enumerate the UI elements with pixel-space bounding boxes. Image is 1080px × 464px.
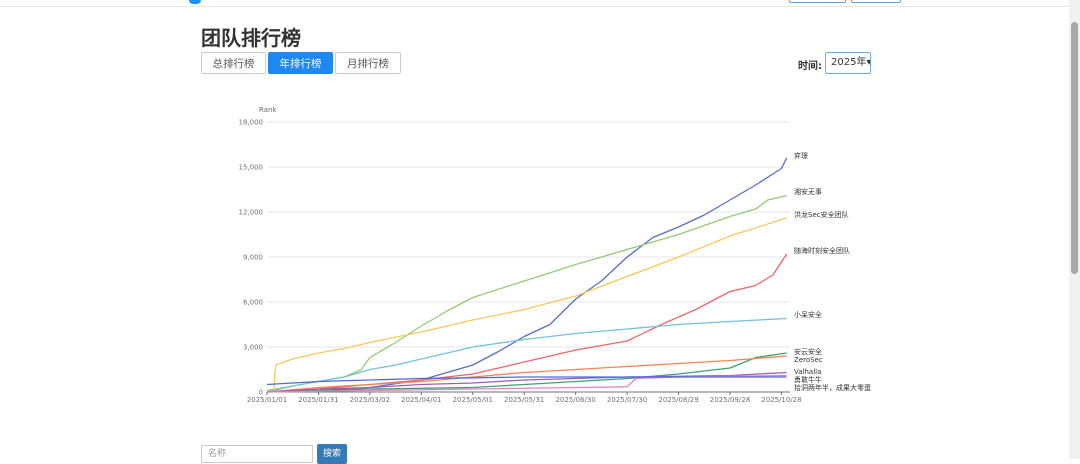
series-line — [266, 194, 787, 392]
series-end-label: ZeroSec — [794, 356, 823, 364]
y-tick-label: 0 — [259, 389, 263, 397]
series-line — [266, 217, 787, 393]
y-tick-label: 18,000 — [239, 119, 264, 127]
x-tick-label: 2025/10/28 — [761, 396, 801, 404]
series-end-label: 安云安全 — [794, 347, 822, 356]
name-search-input[interactable]: 名称 — [201, 445, 313, 463]
x-tick-label: 2025/05/31 — [504, 396, 544, 404]
year-select[interactable]: 2025年▾ — [825, 52, 871, 74]
series-line — [266, 157, 788, 393]
search-button[interactable]: 搜索 — [317, 444, 347, 464]
time-label: 时间: — [798, 61, 822, 72]
series-end-label: 湘安无事 — [794, 187, 822, 196]
x-tick-label: 2025/04/01 — [401, 396, 441, 404]
series-line — [266, 352, 787, 393]
y-tick-label: 3,000 — [243, 344, 263, 352]
series-end-label: 弈璟 — [794, 151, 808, 160]
x-tick-label: 2025/08/29 — [658, 396, 698, 404]
site-logo-icon[interactable] — [189, 0, 201, 4]
y-tick-label: 12,000 — [239, 209, 264, 217]
series-end-label: 小呆安全 — [794, 310, 822, 319]
scrollbar-thumb[interactable] — [1071, 22, 1078, 274]
tab-year-ranking[interactable]: 年排行榜 — [268, 52, 333, 74]
series-end-label: Valhalla — [794, 368, 821, 376]
x-tick-label: 2025/09/28 — [710, 396, 750, 404]
top-navbar — [0, 0, 1080, 7]
y-axis-label: Rank — [259, 106, 277, 114]
tab-month-ranking[interactable]: 月排行榜 — [335, 52, 401, 74]
series-end-label: 勇敢牛牛 — [794, 375, 822, 384]
series-end-label: 拾洞两年半，成果大零蛋 — [794, 383, 871, 392]
x-tick-label: 2025/07/30 — [607, 396, 647, 404]
series-line — [266, 317, 787, 393]
series-line — [266, 371, 787, 393]
y-tick-label: 6,000 — [243, 299, 263, 307]
y-tick-label: 9,000 — [243, 254, 263, 262]
x-tick-label: 2025/01/31 — [298, 396, 338, 404]
series-line — [266, 376, 787, 386]
series-end-label: 洪龙Sec安全团队 — [794, 210, 849, 219]
x-tick-label: 2025/01/01 — [247, 396, 287, 404]
page-title: 团队排行榜 — [201, 26, 301, 50]
nav-button-2[interactable] — [851, 0, 901, 3]
x-tick-label: 2025/03/02 — [350, 396, 390, 404]
tab-total-ranking[interactable]: 总排行榜 — [201, 52, 266, 74]
y-tick-label: 15,000 — [239, 164, 264, 172]
nav-button-1[interactable] — [789, 0, 846, 3]
series-line — [266, 355, 787, 393]
x-tick-label: 2025/06/30 — [555, 396, 595, 404]
series-end-label: 随海时刻安全团队 — [794, 246, 850, 255]
page-scrollbar[interactable] — [1069, 0, 1080, 459]
x-tick-label: 2025/05/01 — [453, 396, 493, 404]
ranking-tabs: 总排行榜 年排行榜 月排行榜 — [201, 52, 403, 74]
